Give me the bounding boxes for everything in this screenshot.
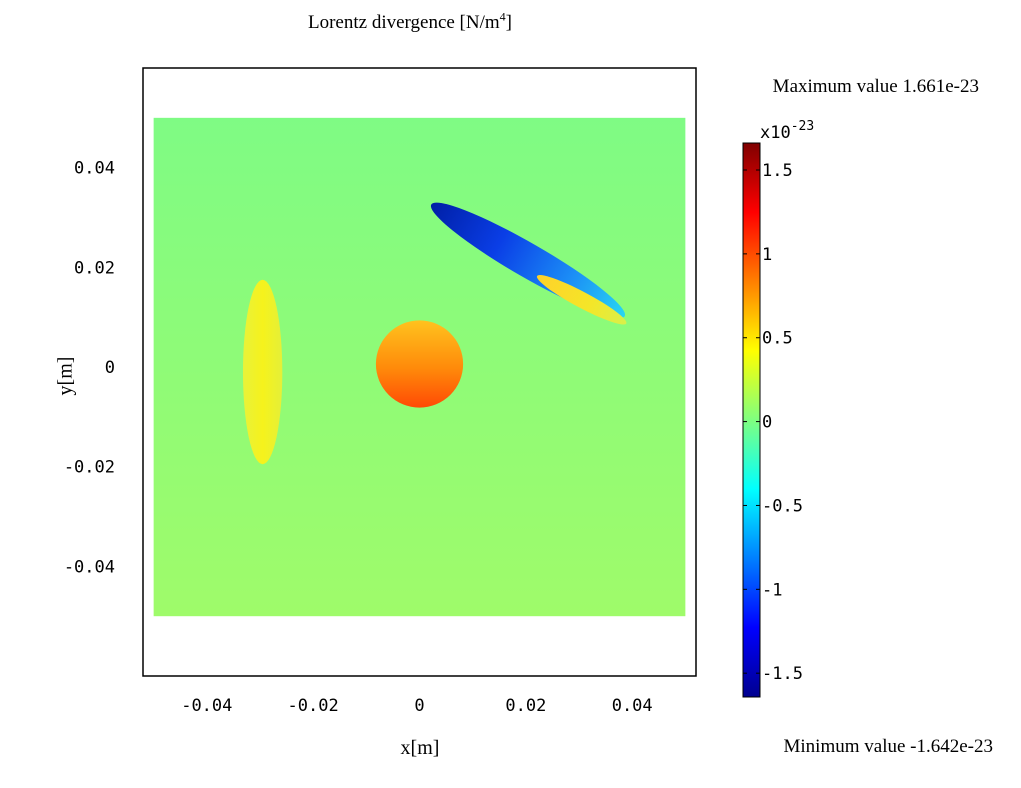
x-tick-label: 0 — [414, 696, 424, 716]
colorbar-tick-label: -0.5 — [762, 496, 803, 516]
colorbar-tick-label: 0.5 — [762, 329, 793, 349]
left-ellipse-feature — [242, 279, 283, 465]
x-tick-label: -0.02 — [288, 696, 339, 716]
colorbar-tick-label: 0 — [762, 413, 772, 433]
y-tick-label: 0.02 — [74, 258, 115, 278]
lower-blade-feature — [536, 274, 627, 325]
plot-frame — [142, 67, 697, 677]
chart-title: Lorentz divergence [N/m4] — [307, 9, 512, 33]
colorbar-exponent: x10-23 — [760, 119, 814, 143]
x-axis-label: x[m] — [400, 737, 440, 759]
colorbar-tick-label: 1.5 — [762, 161, 793, 181]
disk-feature — [375, 320, 464, 408]
colorbar-tick-label: -1 — [762, 580, 782, 600]
colorbar-tick-label: 1 — [762, 245, 772, 265]
y-tick-label: -0.04 — [64, 557, 115, 577]
y-tick-label: -0.02 — [64, 458, 115, 478]
x-tick-label: 0.04 — [612, 696, 653, 716]
y-tick-label: 0.04 — [74, 159, 115, 179]
x-tick-label: -0.04 — [181, 696, 232, 716]
colorbar — [742, 142, 761, 698]
x-tick-label: 0.02 — [505, 696, 546, 716]
max-value-label: Maximum value 1.661e-23 — [772, 76, 979, 97]
min-value-label: Minimum value -1.642e-23 — [783, 736, 994, 757]
y-tick-label: 0 — [105, 358, 115, 378]
colorbar-tick-label: -1.5 — [762, 664, 803, 684]
